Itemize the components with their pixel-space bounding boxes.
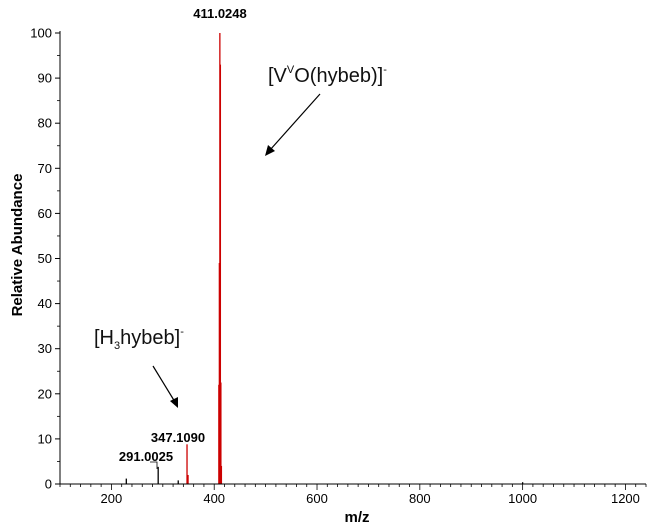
arrow-h3-hybeb-head [170, 397, 178, 408]
y-tick-label: 30 [38, 341, 52, 356]
axes [59, 31, 646, 485]
y-tick-label: 70 [38, 161, 52, 176]
x-tick-label: 1200 [611, 491, 640, 506]
ann-h3-open: [H [94, 327, 114, 349]
x-tick-label: 200 [101, 491, 123, 506]
x-axis-ticks: 200 400 600 800 1000 1200 [59, 484, 647, 506]
peak-label-411: 411.0248 [193, 6, 247, 21]
y-tick-label: 10 [38, 431, 52, 446]
y-tick-label: 80 [38, 116, 52, 131]
y-axis-title: Relative Abundance [9, 174, 26, 317]
arrow-vo-hybeb-line [269, 93, 321, 151]
svg-text:[VVO(hybeb)]-: [VVO(hybeb)]- [268, 64, 387, 87]
svg-text:[H3hybeb]-: [H3hybeb]- [94, 326, 184, 352]
peak-label-291: 291.0025 [119, 449, 173, 464]
annotation-vo-hybeb: [VVO(hybeb)]- [265, 64, 387, 156]
ann-vo-open: [V [268, 65, 288, 87]
ann-vo-sup-charge: - [383, 64, 387, 76]
y-tick-label: 100 [30, 26, 52, 41]
x-tick-label: 800 [409, 491, 431, 506]
ann-h3-sub: 3 [114, 340, 120, 352]
ann-vo-sup-oxidation: V [287, 64, 295, 76]
y-tick-label: 0 [45, 477, 52, 492]
y-tick-label: 20 [38, 386, 52, 401]
x-tick-label: 400 [203, 491, 225, 506]
ann-vo-mid: O(hybeb)] [294, 65, 383, 87]
y-tick-label: 90 [38, 71, 52, 86]
y-tick-label: 60 [38, 206, 52, 221]
x-tick-label: 1000 [508, 491, 537, 506]
annotation-h3-hybeb: [H3hybeb]- [94, 326, 184, 408]
arrow-vo-hybeb-head [265, 145, 275, 156]
spectrum-peaks [125, 33, 524, 484]
x-tick-label: 600 [306, 491, 328, 506]
peak-label-347: 347.1090 [151, 430, 205, 445]
y-tick-label: 50 [38, 251, 52, 266]
ann-h3-sup-charge: - [180, 326, 184, 338]
ann-h3-mid: hybeb] [120, 327, 180, 349]
arrow-h3-hybeb-line [152, 365, 176, 403]
peak-label-291-leader [150, 461, 158, 469]
x-axis-title: m/z [344, 509, 369, 526]
y-axis-ticks: 0 10 20 30 40 50 60 70 80 90 100 [30, 26, 60, 492]
y-tick-label: 40 [38, 296, 52, 311]
